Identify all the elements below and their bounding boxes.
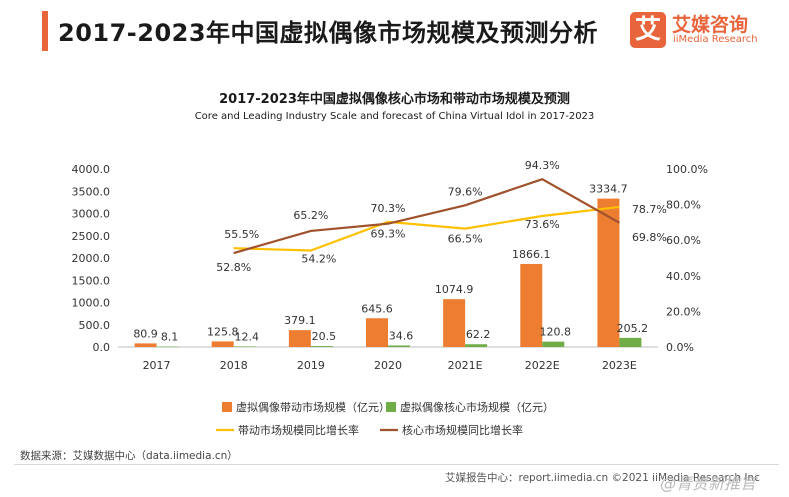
chart-subtitle: Core and Leading Industry Scale and fore… (194, 111, 595, 122)
y-left-tick-label: 2500.0 (72, 230, 111, 243)
line-data-label: 55.5% (224, 228, 259, 241)
line-data-label: 70.3% (371, 202, 406, 215)
bar-core-market (388, 345, 410, 347)
bar-data-label: 1866.1 (512, 248, 551, 261)
watermark: @青贵新推官 (660, 474, 757, 493)
line-data-label: 94.3% (525, 159, 560, 172)
report-center-note: 艾媒报告中心：report.iimedia.cn ©2021 iiMedia R… (445, 472, 760, 484)
bar-core-market (619, 337, 642, 347)
logo-mark: 艾 (630, 12, 666, 48)
x-tick-label: 2017 (143, 359, 171, 372)
bar-leading-market (520, 263, 543, 347)
bar-data-label: 62.2 (466, 328, 491, 341)
bar-data-label: 12.4 (234, 330, 259, 343)
bar-data-label: 125.8 (207, 325, 239, 338)
footer-divider (14, 464, 779, 465)
x-tick-label: 2022E (525, 359, 560, 372)
page-title: 2017-2023年中国虚拟偶像市场规模及预测分析 (58, 19, 599, 47)
y-left-tick-label: 2000.0 (72, 252, 111, 265)
x-tick-label: 2019 (297, 359, 325, 372)
bar-data-label: 80.9 (133, 327, 158, 340)
legend-label: 虚拟偶像核心市场规模（亿元） (400, 400, 554, 414)
y-left-tick-label: 500.0 (79, 319, 111, 332)
y-left-tick-label: 1500.0 (72, 274, 111, 287)
y-right-tick-label: 40.0% (666, 270, 701, 283)
bar-data-label: 120.8 (540, 326, 572, 339)
y-right-tick-label: 100.0% (666, 163, 708, 176)
bar-data-label: 645.6 (361, 302, 393, 315)
core-growth-line (233, 178, 620, 255)
chart-title: 2017-2023年中国虚拟偶像核心市场和带动市场规模及预测 (219, 92, 570, 107)
logo-english-name: iiMedia Research (673, 34, 758, 45)
y-right-tick-label: 60.0% (666, 234, 701, 247)
bar-data-label: 8.1 (161, 331, 179, 344)
legend-label: 虚拟偶像带动市场规模（亿元） (236, 400, 390, 414)
y-right-tick-label: 20.0% (666, 305, 701, 318)
line-data-label: 79.6% (448, 185, 483, 198)
bar-core-market (542, 341, 565, 347)
bar-core-market (465, 344, 488, 347)
bar-core-market (310, 346, 333, 347)
bar-data-label: 3334.7 (589, 183, 628, 196)
logo-chinese-name: 艾媒咨询 (672, 14, 749, 36)
line-data-label: 69.8% (632, 231, 667, 244)
bar-data-label: 205.2 (617, 322, 649, 335)
bar-data-label: 1074.9 (435, 283, 474, 296)
bar-data-label: 34.6 (389, 329, 414, 342)
bar-leading-market (443, 299, 466, 347)
line-data-label: 66.5% (448, 233, 483, 246)
bar-leading-market (211, 341, 234, 347)
bar-core-market (156, 346, 179, 348)
bar-core-market (233, 346, 256, 347)
legend-label: 核心市场规模同比增长率 (402, 423, 523, 437)
bar-leading-market (288, 330, 311, 347)
line-data-label: 69.3% (371, 228, 406, 241)
title-accent-bar (42, 11, 48, 51)
bar-data-label: 379.1 (284, 314, 316, 327)
x-tick-label: 2021E (448, 359, 483, 372)
x-tick-label: 2020 (374, 359, 402, 372)
y-right-tick-label: 0.0% (666, 341, 694, 354)
x-tick-label: 2018 (220, 359, 248, 372)
y-left-tick-label: 3000.0 (72, 208, 111, 221)
bar-leading-market (134, 343, 157, 347)
legend-swatch (222, 402, 232, 412)
market-scale-chart: 0.0 500.0 1000.0 1500.0 2000.0 2500.0 3000.0 35… (72, 159, 708, 437)
line-data-label: 65.2% (293, 209, 328, 222)
line-data-label: 54.2% (301, 253, 336, 266)
y-left-tick-label: 1000.0 (72, 297, 111, 310)
iimedia-logo: 艾 艾媒咨询 iiMedia Research (630, 10, 780, 52)
leading-growth-line (233, 205, 620, 252)
y-left-tick-label: 4000.0 (72, 163, 111, 176)
legend-label: 带动市场规模同比增长率 (238, 423, 359, 437)
y-left-tick-label: 3500.0 (72, 185, 111, 198)
x-tick-label: 2023E (602, 359, 637, 372)
bar-leading-market (597, 198, 620, 347)
line-data-label: 78.7% (632, 203, 667, 216)
data-source: 数据来源：艾媒数据中心（data.iimedia.cn） (20, 450, 238, 462)
y-left-tick-label: 0.0 (93, 341, 111, 354)
line-data-label: 52.8% (216, 261, 251, 274)
bar-leading-market (366, 318, 388, 347)
bar-data-label: 20.5 (312, 330, 337, 343)
y-right-tick-label: 80.0% (666, 199, 701, 212)
line-data-label: 73.6% (525, 218, 560, 231)
legend-swatch (386, 402, 396, 412)
